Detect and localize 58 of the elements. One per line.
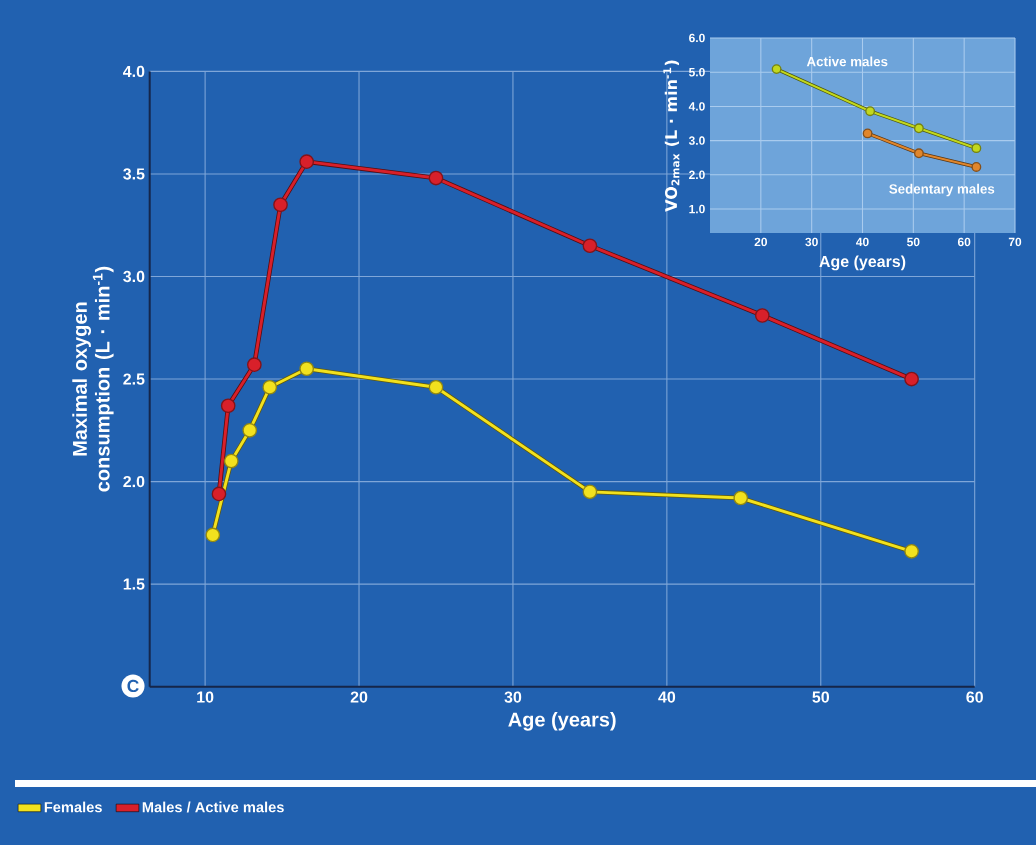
y-tick-label: 4.0 <box>688 102 705 111</box>
y-tick-label: 1.0 <box>689 204 705 214</box>
point <box>754 308 770 323</box>
y-tick-label: 4.0 <box>122 65 145 78</box>
y-tick-label: 2.0 <box>689 170 705 180</box>
series-label: Sedentary males <box>889 183 995 197</box>
x-tick-label: 10 <box>197 691 214 703</box>
point <box>865 106 876 117</box>
point <box>299 361 315 377</box>
y-tick-label: 2.0 <box>123 475 145 488</box>
point <box>220 398 236 414</box>
point <box>913 123 924 134</box>
x-tick-label: 40 <box>658 691 676 703</box>
point <box>904 543 919 559</box>
point <box>428 170 444 186</box>
point <box>262 379 278 395</box>
x-tick-label: 60 <box>966 691 983 703</box>
y-tick-label: 1.5 <box>123 578 145 590</box>
point <box>733 490 749 506</box>
point <box>971 162 982 172</box>
x-tick-label: 20 <box>754 237 768 247</box>
y-tick-label: 6.0 <box>689 33 705 43</box>
y-tick-label: 3.0 <box>123 270 145 283</box>
x-tick-label: 70 <box>1008 237 1022 247</box>
x-axis-title: Age (years) <box>819 255 906 271</box>
legend-label: Females <box>44 801 102 813</box>
point <box>582 238 598 254</box>
point <box>771 64 782 75</box>
point <box>223 453 239 469</box>
x-tick-label: 60 <box>957 237 971 247</box>
y-tick-label: 2.5 <box>123 373 145 385</box>
x-axis-title: Age (years) <box>508 711 616 731</box>
x-tick-label: 50 <box>907 237 920 247</box>
legend-label: Males / Active males <box>142 801 284 813</box>
series-label: Active males <box>806 56 888 67</box>
point <box>242 422 258 438</box>
point <box>913 148 924 159</box>
point <box>904 371 919 387</box>
point <box>247 357 262 373</box>
y-tick-label: 3.0 <box>688 136 705 145</box>
point <box>205 527 221 543</box>
y-axis-title: VO$_{2max}$ (L · min$^{-1}$) <box>663 60 680 212</box>
point <box>273 197 288 213</box>
point <box>862 128 873 139</box>
y-tick-label: 3.5 <box>123 168 145 180</box>
x-tick-label: 30 <box>805 237 818 247</box>
point <box>971 143 982 154</box>
x-tick-label: 40 <box>856 237 869 247</box>
y-axis-title: Maximal oxygen consumption (L · min$^{-1}$) <box>72 266 114 492</box>
text: C <box>127 679 139 693</box>
x-tick-label: 50 <box>812 691 830 703</box>
point <box>582 484 598 500</box>
x-tick-label: 20 <box>350 691 368 703</box>
y-tick-label: 5.0 <box>688 67 705 77</box>
point <box>428 379 444 395</box>
point <box>211 486 227 502</box>
point <box>299 154 315 169</box>
x-tick-label: 30 <box>504 691 522 703</box>
